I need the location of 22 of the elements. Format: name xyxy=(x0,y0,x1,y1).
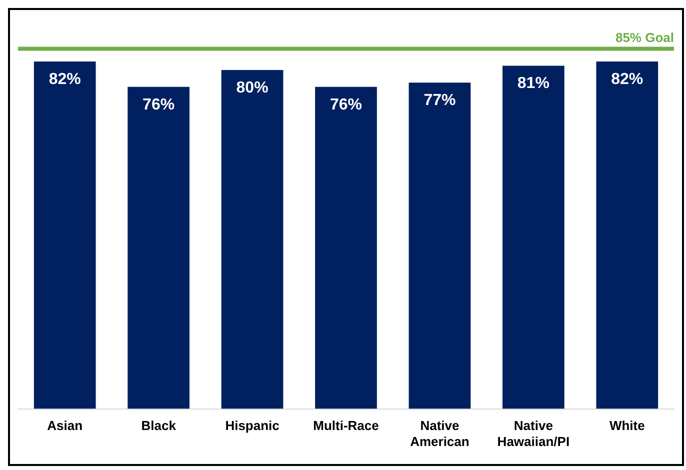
bar xyxy=(596,62,658,409)
x-tick-label: Black xyxy=(141,418,177,434)
x-tick-label: White xyxy=(609,418,645,434)
x-tick-label: Native Hawaiian/PI xyxy=(497,418,570,449)
bar xyxy=(408,82,471,409)
bar xyxy=(315,86,377,409)
data-label: 80% xyxy=(236,79,268,96)
data-label: 82% xyxy=(611,70,644,88)
data-label: 81% xyxy=(517,75,550,92)
bar xyxy=(34,62,96,409)
data-label: 77% xyxy=(424,92,456,110)
bar xyxy=(502,66,564,409)
x-tick-label: Native American xyxy=(410,418,470,449)
data-label: 76% xyxy=(330,96,362,114)
ref-line-label: 85% Goal xyxy=(615,30,674,45)
bar xyxy=(128,86,190,409)
data-label: 82% xyxy=(48,70,81,88)
x-tick-label: Multi-Race xyxy=(313,418,379,434)
x-tick-label: Asian xyxy=(47,418,83,434)
x-tick-label: Hispanic xyxy=(225,418,280,434)
bar xyxy=(221,70,284,409)
data-label: 76% xyxy=(142,96,175,114)
